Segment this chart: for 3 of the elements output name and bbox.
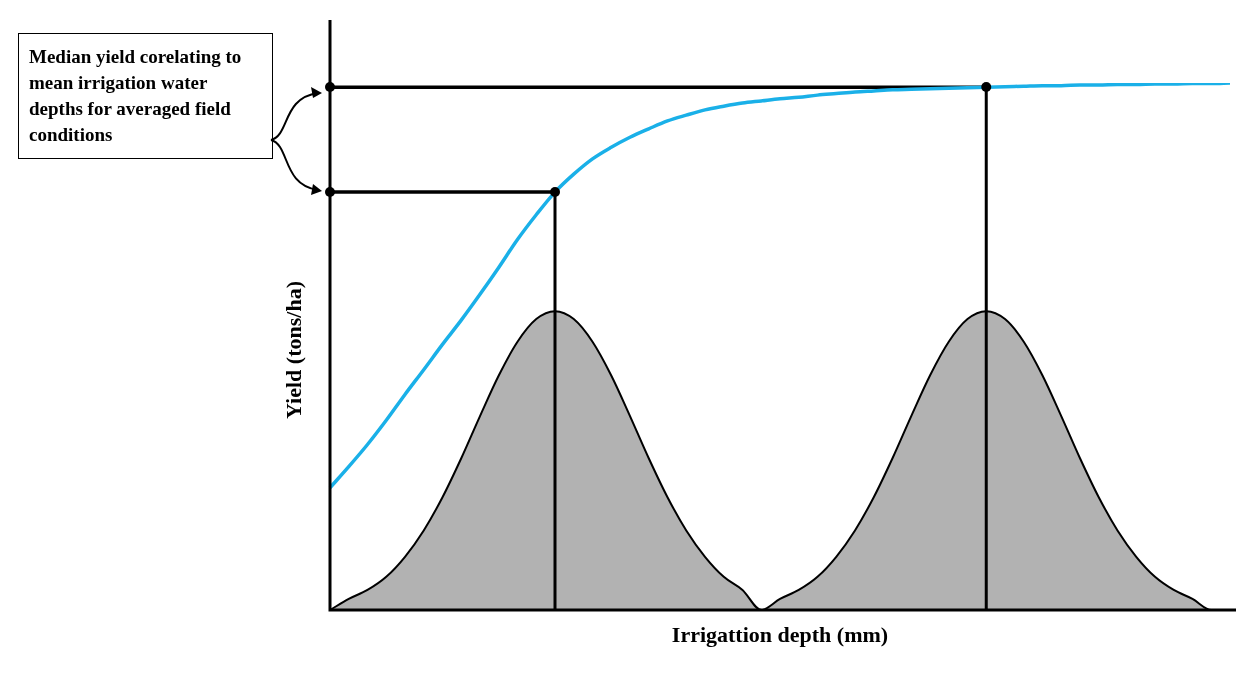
- x-axis-title: Irrigattion depth (mm): [670, 622, 890, 648]
- y-axis-title: Yield (tons/ha): [281, 281, 307, 419]
- text: Median yield corelating to mean irrigation water depths for averaged field conditions: [18, 33, 273, 159]
